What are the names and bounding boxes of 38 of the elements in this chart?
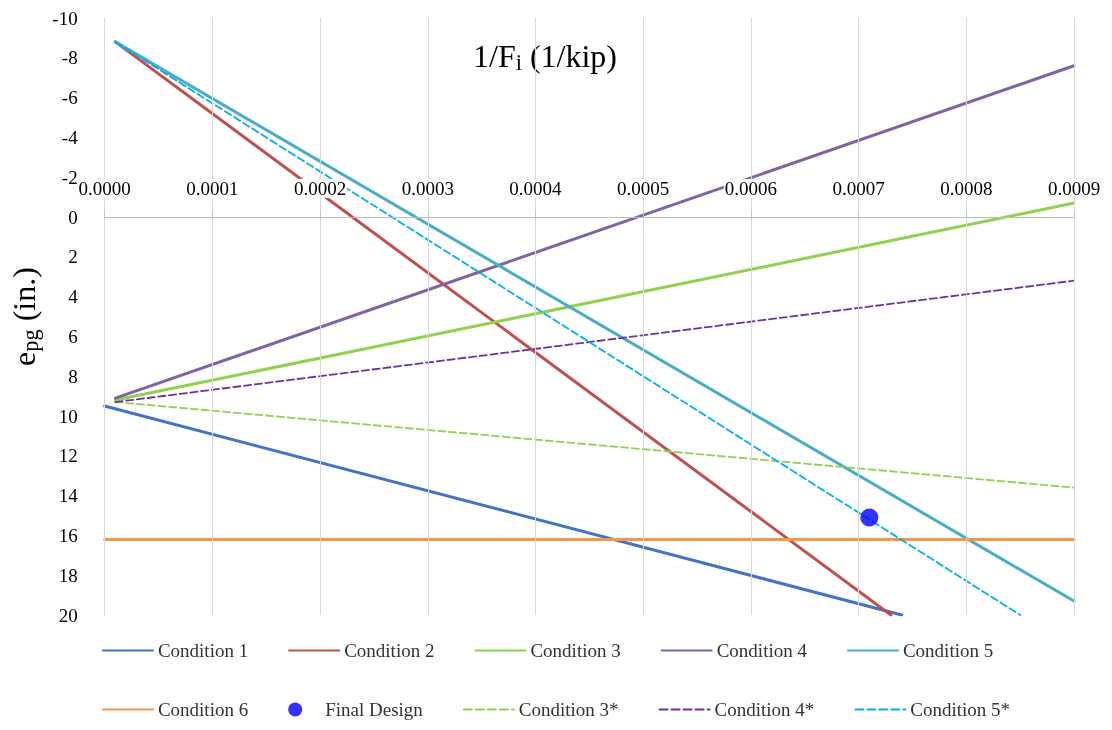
- x-tick-label: 0.0009: [1047, 178, 1101, 199]
- legend-label: Condition 4: [716, 640, 808, 661]
- legend-label: Condition 5*: [910, 699, 1011, 720]
- y-tick-label: -6: [61, 87, 78, 109]
- y-tick-label: -4: [61, 126, 79, 148]
- y-tick-label: 16: [58, 524, 78, 546]
- y-tick-label: 20: [58, 604, 78, 626]
- y-tick-label: 8: [68, 365, 78, 387]
- x-tick-label: 0.0008: [940, 178, 993, 199]
- legend-label: Condition 3: [530, 640, 621, 661]
- x-tick-label: 0.0007: [832, 178, 885, 199]
- legend-label: Condition 5: [902, 640, 994, 661]
- y-tick-label: 12: [58, 445, 78, 467]
- y-tick-label: -2: [61, 166, 78, 188]
- y-axis-title: epg (in.): [6, 267, 43, 366]
- y-tick-label: -8: [61, 47, 78, 69]
- x-tick-label: 0.0003: [401, 178, 454, 199]
- x-axis-title: 1/Fi (1/kip): [473, 38, 617, 75]
- legend-label: Condition 1: [157, 640, 249, 661]
- legend-label: Condition 6: [157, 699, 249, 720]
- y-tick-label: 14: [58, 485, 79, 507]
- legend-label: Condition 4*: [714, 699, 815, 720]
- legend-label: Condition 2: [344, 640, 435, 661]
- legend-label: Condition 3*: [518, 699, 619, 720]
- y-tick-label: 2: [68, 246, 78, 268]
- y-tick-label: 6: [68, 325, 78, 347]
- x-tick-label: 0.0001: [186, 178, 239, 199]
- y-tick-label: 18: [58, 564, 78, 586]
- x-tick-label: 0.0004: [509, 178, 563, 199]
- x-tick-label: 0.0005: [617, 178, 670, 199]
- y-tick-label: 0: [68, 206, 78, 228]
- y-tick-label: 10: [58, 405, 78, 427]
- x-tick-label: 0.0000: [78, 178, 131, 199]
- legend-label: Final Design: [325, 699, 424, 720]
- x-tick-label: 0.0006: [724, 178, 777, 199]
- y-tick-label: -10: [52, 7, 78, 29]
- y-tick-label: 4: [68, 286, 79, 308]
- x-tick-label: 0.0002: [293, 178, 347, 199]
